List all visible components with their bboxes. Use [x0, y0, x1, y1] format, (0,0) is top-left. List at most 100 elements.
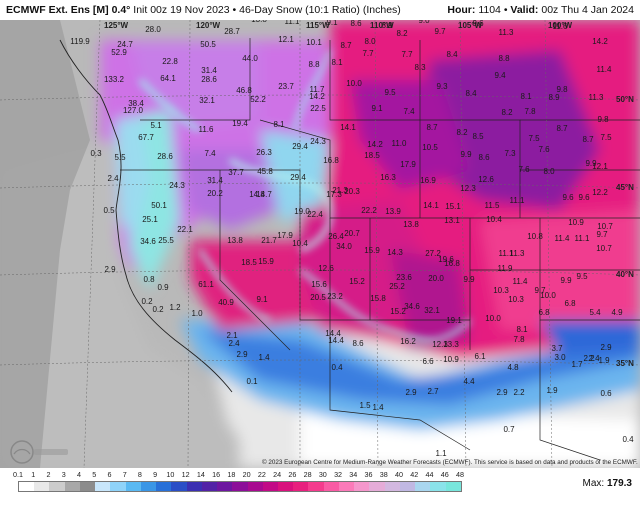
snowfall-value: 12.1	[592, 162, 608, 171]
snowfall-value: 50.5	[200, 40, 216, 49]
colorbar-segment	[445, 482, 461, 491]
valid-label: Valid:	[510, 4, 539, 16]
colorbar-tick: 26	[288, 470, 297, 479]
snowfall-value: 3.0	[554, 353, 566, 362]
snowfall-value: 10.7	[597, 222, 613, 231]
snowfall-value: 37.7	[228, 168, 244, 177]
snowfall-value: 7.3	[504, 149, 516, 158]
snowfall-value: 9.6	[578, 193, 590, 202]
snowfall-value: 23.7	[278, 82, 294, 91]
snowfall-value: 133.2	[104, 75, 125, 84]
snowfall-value: 10.9	[568, 218, 584, 227]
title-line: ECMWF Ext. Ens [M] 0.4° Init 00z 19 Nov …	[6, 0, 401, 20]
snowfall-value: 31.4	[207, 176, 223, 185]
snowfall-value: 16.8	[323, 156, 339, 165]
snowfall-value: 20.2	[207, 189, 223, 198]
snowfall-value: 9.8	[556, 85, 568, 94]
snowfall-value: 28.6	[157, 152, 173, 161]
max-value-readout: Max: 179.3	[583, 478, 632, 489]
colorbar-segment	[430, 482, 446, 491]
snowfall-value: 8.5	[472, 132, 484, 141]
colorbar-strip	[18, 481, 462, 492]
snowfall-value: 22.1	[177, 225, 193, 234]
snowfall-value: 28.7	[224, 27, 240, 36]
colorbar-tick: 10	[166, 470, 175, 479]
hour-label: Hour:	[447, 4, 476, 16]
snowfall-value: 18.5	[241, 258, 257, 267]
latitude-label: 50°N	[616, 95, 634, 104]
latitude-labels: 50°N 45°N 40°N 35°N	[616, 95, 634, 368]
colorbar-tick: 42	[410, 470, 419, 479]
snowfall-value: 10.5	[422, 143, 438, 152]
snowfall-value: 9.1	[256, 295, 268, 304]
snowfall-value: 11.3	[510, 249, 526, 258]
snowfall-value: 10.7	[596, 244, 612, 253]
snowfall-value: 8.8	[308, 60, 320, 69]
snowfall-value: 20.7	[344, 229, 360, 238]
snowfall-value: 4.8	[507, 363, 519, 372]
snowfall-value: 0.6	[600, 389, 612, 398]
snowfall-value: 17.3	[326, 190, 342, 199]
snowfall-value: 22.4	[307, 210, 323, 219]
colorbar-segment	[49, 482, 65, 491]
snowfall-value: 11.3	[589, 93, 605, 102]
snowfall-value: 11.7	[310, 85, 326, 94]
valid-line: Hour: 1104 • Valid: 00z Thu 4 Jan 2024	[447, 4, 634, 16]
colorbar-tick: 24	[273, 470, 282, 479]
snowfall-value: 14.2	[367, 140, 383, 149]
pacific-ocean	[0, 20, 90, 468]
colorbar-segment	[247, 482, 263, 491]
latitude-label: 35°N	[616, 359, 634, 368]
snowfall-value: 7.5	[528, 134, 540, 143]
snowfall-value: 9.0	[418, 20, 430, 25]
colorbar-ticks: 0.1 1 2 3 4 5 6 7 8 9 10 12 14 16 18 20 22 24 26 28 30 32 34 36…	[0, 470, 640, 480]
snowfall-value: 21.7	[261, 236, 277, 245]
snowfall-value: 0.3	[90, 149, 102, 158]
high-terrain-ribbons	[137, 49, 472, 343]
snowfall-value: 8.1	[331, 58, 343, 67]
snowfall-value: 9.7	[596, 230, 608, 239]
snowfall-map: 125°W 120°W 115°W 110°W 105°W 100°W 50°N 45°N 4…	[0, 20, 640, 468]
snowfall-value: 26.3	[256, 148, 272, 157]
snowfall-value: 7.8	[513, 335, 525, 344]
snowfall-value: 10.4	[486, 215, 502, 224]
snowfall-value: 17.9	[400, 160, 416, 169]
snowfall-value: 64.1	[160, 74, 176, 83]
valid-value: 00z Thu 4 Jan 2024	[541, 4, 634, 16]
header-bar: ECMWF Ext. Ens [M] 0.4° Init 00z 19 Nov …	[0, 0, 640, 20]
colorbar-tick: 44	[425, 470, 434, 479]
snowfall-value: 9.1	[326, 20, 338, 27]
snowfall-value: 5.4	[589, 308, 601, 317]
snowfall-value: 40.9	[218, 298, 234, 307]
colorbar-tick: 1	[31, 470, 36, 479]
colorbar-tick: 4	[76, 470, 81, 479]
snowfall-value: 16.2	[400, 337, 416, 346]
snowfall-value: 14.8	[249, 190, 265, 199]
latitude-label: 40°N	[616, 270, 634, 279]
snowfall-value: 11.3	[499, 28, 515, 37]
colorbar-segment	[201, 482, 218, 491]
snowfall-value: 9.8	[597, 115, 609, 124]
snowfall-value: 22.2	[361, 206, 377, 215]
snowfall-value: 11.1	[499, 249, 515, 258]
colorbar-tick: 38	[379, 470, 388, 479]
snowfall-value: 6.1	[474, 352, 486, 361]
snowfall-value: 2.4	[107, 174, 119, 183]
longitude-label: 120°W	[196, 21, 221, 30]
snowfall-value: 8.3	[414, 63, 426, 72]
map-canvas: 125°W 120°W 115°W 110°W 105°W 100°W 50°N 45°N 4…	[0, 20, 640, 468]
snowfall-value: 11.6	[199, 125, 215, 134]
snowfall-value: 0.2	[141, 297, 153, 306]
snowfall-value: 7.7	[401, 50, 413, 59]
snowfall-value: 8.4	[465, 89, 477, 98]
weatherbell-logo	[8, 438, 72, 466]
snowfall-value: 8.4	[446, 50, 458, 59]
snowfall-value: 34.6	[404, 302, 420, 311]
colorbar-segment	[293, 482, 309, 491]
snowfall-value: 1.2	[169, 303, 181, 312]
colorbar-tick: 5	[92, 470, 97, 479]
coastline	[59, 39, 233, 393]
colorbar-tick: 16	[212, 470, 221, 479]
snowfall-value: 29.4	[290, 173, 306, 182]
colorbar-segment	[186, 482, 202, 491]
